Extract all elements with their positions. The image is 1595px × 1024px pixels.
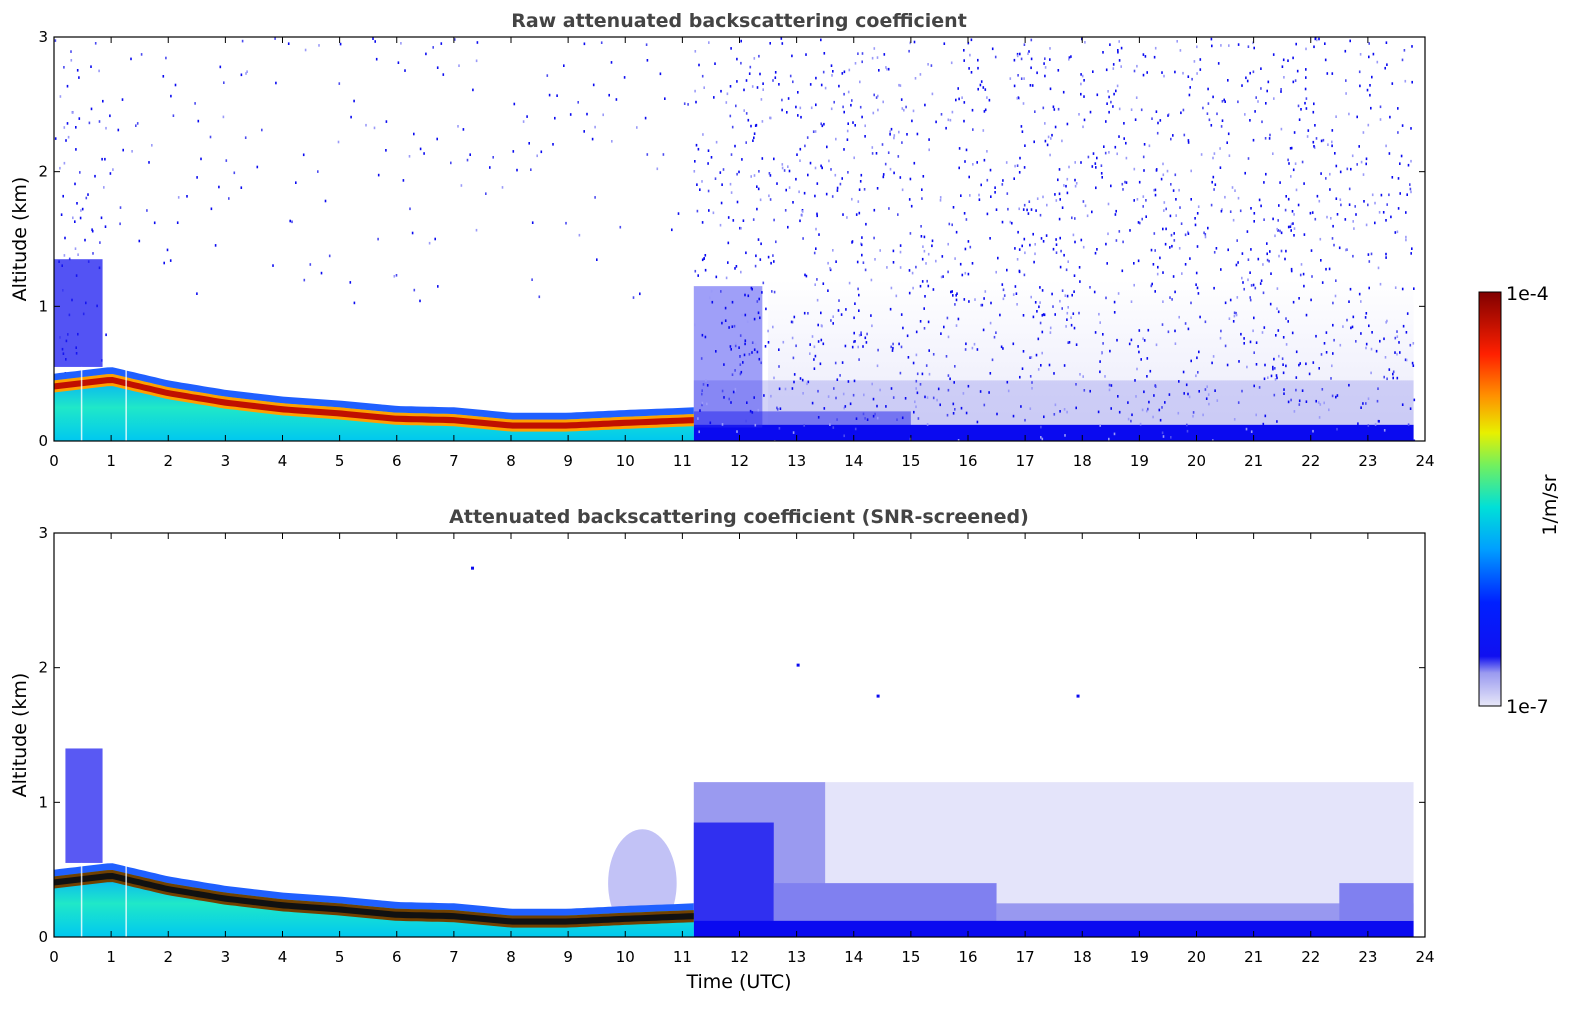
early-cloud [54, 259, 103, 367]
y-tick-label: 3 [38, 28, 48, 46]
x-tick-label: 15 [901, 452, 920, 470]
boundary-layer-core [54, 873, 694, 925]
x-tick-label: 11 [673, 948, 692, 966]
x-tick-label: 8 [506, 452, 516, 470]
y-tick-label: 2 [38, 163, 48, 181]
surface-layer [693, 920, 1414, 937]
panel-screened: Attenuated backscattering coefficient (S… [9, 506, 1435, 993]
x-tick-label: 17 [1016, 452, 1035, 470]
x-tick-label: 23 [1358, 452, 1377, 470]
x-tick-label: 13 [787, 452, 806, 470]
x-tick-label: 18 [1073, 452, 1092, 470]
x-tick-label: 20 [1187, 948, 1206, 966]
x-tick-label: 23 [1358, 948, 1377, 966]
x-tick-label: 16 [958, 452, 977, 470]
y-tick-label: 3 [38, 524, 48, 542]
screened-plume [693, 822, 774, 931]
x-tick-label: 24 [1415, 948, 1434, 966]
noise-speckles [54, 37, 1416, 441]
x-tick-label: 4 [278, 948, 288, 966]
isolated-return [471, 566, 475, 570]
x-tick-label: 0 [49, 452, 59, 470]
x-tick-label: 3 [221, 452, 231, 470]
y-tick-label: 0 [38, 432, 48, 450]
x-tick-label: 1 [106, 948, 116, 966]
x-tick-label: 19 [1130, 948, 1149, 966]
data-gap [125, 862, 127, 937]
x-tick-label: 16 [958, 948, 977, 966]
x-tick-label: 0 [49, 948, 59, 966]
y-axis-label-screened: Altitude (km) [9, 673, 31, 798]
colorbar-min-label: 1e-7 [1506, 696, 1549, 718]
y-tick-label: 1 [38, 297, 48, 315]
x-tick-label: 11 [673, 452, 692, 470]
evening-layer [1339, 883, 1414, 921]
surface-layer [693, 424, 1414, 441]
x-tick-label: 6 [392, 452, 402, 470]
colorbar-unit-label: 1/m/sr [1539, 474, 1561, 535]
colorbar: 1e-4 1e-7 1/m/sr [1478, 283, 1561, 718]
heatmap-screened [54, 533, 1425, 937]
x-tick-label: 21 [1244, 452, 1263, 470]
x-tick-label: 15 [901, 948, 920, 966]
colorbar-gradient [1478, 291, 1502, 707]
y-tick-label: 0 [38, 928, 48, 946]
x-tick-label: 1 [106, 452, 116, 470]
x-tick-label: 9 [563, 948, 573, 966]
y-tick-label: 1 [38, 793, 48, 811]
x-tick-label: 14 [844, 948, 863, 966]
x-tick-label: 21 [1244, 948, 1263, 966]
x-tick-label: 19 [1130, 452, 1149, 470]
x-tick-label: 6 [392, 948, 402, 966]
x-tick-label: 7 [449, 452, 459, 470]
boundary-layer-core [54, 377, 694, 429]
x-tick-label: 2 [163, 452, 173, 470]
x-tick-label: 14 [844, 452, 863, 470]
data-gap [125, 366, 127, 441]
panel-title-screened: Attenuated backscattering coefficient (S… [449, 506, 1029, 528]
x-tick-label: 7 [449, 948, 459, 966]
data-gap [80, 862, 83, 937]
x-tick-label: 8 [506, 948, 516, 966]
x-tick-label: 2 [163, 948, 173, 966]
colorbar-max-label: 1e-4 [1506, 283, 1549, 305]
panel-title-raw: Raw attenuated backscattering coefficien… [511, 10, 967, 32]
y-tick-label: 2 [38, 659, 48, 677]
x-tick-label: 18 [1073, 948, 1092, 966]
isolated-return [1076, 694, 1080, 698]
x-tick-label: 12 [730, 452, 749, 470]
isolated-return [876, 694, 880, 698]
x-tick-label: 10 [616, 452, 635, 470]
x-tick-label: 5 [335, 452, 345, 470]
x-tick-label: 20 [1187, 452, 1206, 470]
axes-screened: 0 1 2 3 4 5 6 7 8 9 10 11 12 13 14 15 16 17 18 19 20 21 22 23 24… [38, 524, 1434, 966]
x-tick-label: 22 [1301, 948, 1320, 966]
heatmap-raw [54, 37, 1425, 441]
panel-raw: Raw attenuated backscattering coefficien… [9, 10, 1435, 470]
transition-plume [693, 286, 763, 428]
early-cloud [65, 748, 103, 863]
x-tick-label: 24 [1415, 452, 1434, 470]
x-tick-label: 13 [787, 948, 806, 966]
x-tick-label: 4 [278, 452, 288, 470]
axes-raw: 0 1 2 3 4 5 6 7 8 9 10 11 12 13 14 15 16 17 18 19 20 21 22 23 24… [38, 28, 1434, 470]
data-gap [80, 366, 83, 441]
x-tick-label: 10 [616, 948, 635, 966]
x-tick-label: 5 [335, 948, 345, 966]
x-axis-label: Time (UTC) [685, 971, 791, 993]
x-tick-label: 3 [221, 948, 231, 966]
x-tick-label: 9 [563, 452, 573, 470]
x-tick-label: 12 [730, 948, 749, 966]
x-tick-label: 17 [1016, 948, 1035, 966]
y-axis-label-raw: Altitude (km) [9, 177, 31, 302]
x-tick-label: 22 [1301, 452, 1320, 470]
isolated-return [796, 663, 800, 667]
